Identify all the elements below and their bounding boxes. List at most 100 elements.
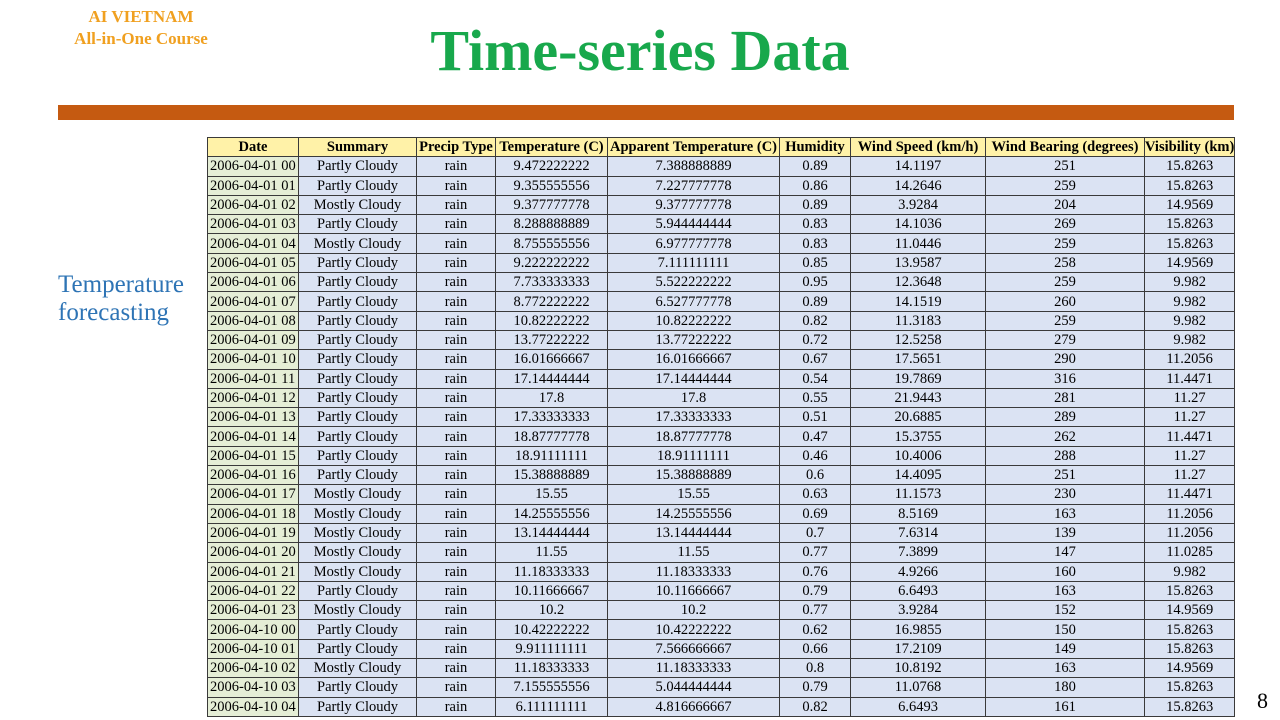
table-cell: 279 bbox=[985, 329, 1145, 351]
table-cell: 10.2 bbox=[495, 600, 608, 621]
table-cell: 163 bbox=[985, 503, 1145, 524]
column-header: Wind Speed (km/h) bbox=[850, 136, 986, 158]
table-cell: 0.82 bbox=[779, 310, 851, 331]
table-cell: 160 bbox=[985, 561, 1145, 582]
table-cell: 2006-04-01 11 bbox=[207, 368, 299, 389]
table-row: 2006-04-10 03 Partly Cloudy rain 7.15555555… bbox=[207, 677, 1236, 698]
table-cell: Partly Cloudy bbox=[298, 407, 417, 428]
table-cell: 10.82222222 bbox=[607, 310, 780, 331]
table-cell: Partly Cloudy bbox=[298, 677, 417, 698]
table-cell: Mostly Cloudy bbox=[298, 658, 417, 679]
table-cell: 5.044444444 bbox=[607, 677, 780, 698]
table-cell: 11.18333333 bbox=[495, 658, 608, 679]
table-cell: 14.9569 bbox=[1143, 600, 1236, 621]
slide-title: Time-series Data bbox=[430, 18, 850, 83]
table-row: 2006-04-01 09 Partly Cloudy rain 13.7722222… bbox=[207, 329, 1236, 351]
table-cell: 2006-04-01 10 bbox=[207, 349, 299, 370]
table-cell: 0.89 bbox=[779, 156, 851, 177]
table-cell: 0.85 bbox=[779, 252, 851, 274]
table-cell: 13.77222222 bbox=[495, 329, 608, 351]
table-cell: rain bbox=[416, 329, 496, 351]
table-row: 2006-04-01 17 Mostly Cloudy rain 15.55 15.55… bbox=[207, 484, 1236, 505]
table-cell: 260 bbox=[985, 291, 1145, 312]
table-cell: 0.89 bbox=[779, 291, 851, 312]
table-cell: rain bbox=[416, 658, 496, 679]
table-row: 2006-04-01 22 Partly Cloudy rain 10.1166666… bbox=[207, 580, 1236, 602]
table-row: 2006-04-01 11 Partly Cloudy rain 17.1444444… bbox=[207, 368, 1236, 389]
table-cell: 11.0768 bbox=[850, 677, 986, 698]
table-cell: 7.733333333 bbox=[495, 272, 608, 293]
table-cell: 12.5258 bbox=[850, 329, 986, 351]
table-cell: 14.2646 bbox=[850, 175, 986, 196]
table-cell: 7.6314 bbox=[850, 522, 986, 544]
table-cell: 0.77 bbox=[779, 542, 851, 563]
table-cell: 15.8263 bbox=[1143, 214, 1236, 235]
table-cell: rain bbox=[416, 426, 496, 447]
table-cell: 20.6885 bbox=[850, 407, 986, 428]
column-header: Date bbox=[207, 136, 299, 158]
table-cell: 0.55 bbox=[779, 387, 851, 409]
table-cell: 10.42222222 bbox=[495, 619, 608, 640]
table-cell: 2006-04-01 03 bbox=[207, 214, 299, 235]
table-cell: Partly Cloudy bbox=[298, 387, 417, 409]
table-cell: 2006-04-01 16 bbox=[207, 465, 299, 486]
table-cell: 10.11666667 bbox=[607, 580, 780, 602]
side-label-line-1: Temperature bbox=[58, 271, 184, 298]
table-cell: 16.01666667 bbox=[607, 349, 780, 370]
table-row: 2006-04-01 23 Mostly Cloudy rain 10.2 10.2 0.… bbox=[207, 600, 1236, 621]
table-cell: 163 bbox=[985, 658, 1145, 679]
table-row: 2006-04-01 04 Mostly Cloudy rain 8.75555555… bbox=[207, 233, 1236, 254]
table-cell: 15.38888889 bbox=[607, 465, 780, 486]
table-cell: Partly Cloudy bbox=[298, 638, 417, 660]
table-cell: 19.7869 bbox=[850, 368, 986, 389]
table-cell: 0.76 bbox=[779, 561, 851, 582]
title-divider bbox=[58, 105, 1234, 120]
table-cell: 15.8263 bbox=[1143, 233, 1236, 254]
table-cell: rain bbox=[416, 214, 496, 235]
column-header: Summary bbox=[298, 136, 417, 158]
table-cell: 2006-04-01 20 bbox=[207, 542, 299, 563]
table-cell: 12.3648 bbox=[850, 272, 986, 293]
table-cell: Mostly Cloudy bbox=[298, 522, 417, 544]
table-cell: 10.8192 bbox=[850, 658, 986, 679]
table-cell: 15.55 bbox=[607, 484, 780, 505]
table-cell: 16.01666667 bbox=[495, 349, 608, 370]
table-cell: 7.111111111 bbox=[607, 252, 780, 274]
table-cell: 11.18333333 bbox=[495, 561, 608, 582]
table-cell: 2006-04-01 15 bbox=[207, 445, 299, 467]
table-cell: Partly Cloudy bbox=[298, 272, 417, 293]
table-cell: 0.95 bbox=[779, 272, 851, 293]
table-cell: 11.1573 bbox=[850, 484, 986, 505]
brand-line-2: All-in-One Course bbox=[74, 29, 208, 48]
table-row: 2006-04-01 18 Mostly Cloudy rain 14.2555555… bbox=[207, 503, 1236, 524]
side-label: Temperature forecasting bbox=[58, 271, 184, 327]
column-header: Wind Bearing (degrees) bbox=[985, 136, 1145, 158]
table-cell: 288 bbox=[985, 445, 1145, 467]
table-cell: 0.7 bbox=[779, 522, 851, 544]
slide-number: 8 bbox=[1257, 688, 1268, 713]
table-cell: 2006-04-01 02 bbox=[207, 194, 299, 216]
table-cell: 11.2056 bbox=[1143, 522, 1236, 544]
table-row: 2006-04-10 01 Partly Cloudy rain 9.91111111… bbox=[207, 638, 1236, 660]
table-cell: 2006-04-01 05 bbox=[207, 252, 299, 274]
table-cell: 9.982 bbox=[1143, 310, 1236, 331]
table-cell: 14.9569 bbox=[1143, 194, 1236, 216]
table-cell: 6.527777778 bbox=[607, 291, 780, 312]
table-cell: 11.4471 bbox=[1143, 484, 1236, 505]
table-cell: Partly Cloudy bbox=[298, 619, 417, 640]
table-cell: 0.46 bbox=[779, 445, 851, 467]
table-cell: 6.977777778 bbox=[607, 233, 780, 254]
column-header: Visibility (km) bbox=[1143, 136, 1236, 158]
table-cell: 11.27 bbox=[1143, 465, 1236, 486]
table-cell: 2006-04-01 14 bbox=[207, 426, 299, 447]
table-cell: rain bbox=[416, 619, 496, 640]
table-cell: 13.14444444 bbox=[607, 522, 780, 544]
table-cell: 6.6493 bbox=[850, 696, 986, 717]
table-cell: Mostly Cloudy bbox=[298, 600, 417, 621]
table-cell: Partly Cloudy bbox=[298, 696, 417, 717]
table-cell: rain bbox=[416, 542, 496, 563]
table-cell: rain bbox=[416, 522, 496, 544]
table-cell: 15.8263 bbox=[1143, 175, 1236, 196]
table-cell: 7.566666667 bbox=[607, 638, 780, 660]
table-cell: 15.8263 bbox=[1143, 638, 1236, 660]
